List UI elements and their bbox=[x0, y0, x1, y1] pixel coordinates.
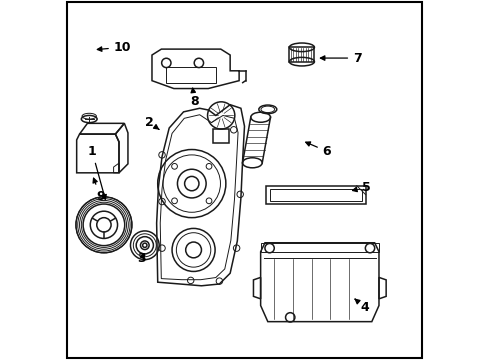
Text: 8: 8 bbox=[190, 88, 198, 108]
Bar bbox=[260, 243, 378, 252]
Text: 1: 1 bbox=[87, 145, 106, 199]
Bar bbox=[289, 47, 314, 62]
Text: 4: 4 bbox=[354, 299, 368, 314]
Text: 7: 7 bbox=[320, 51, 361, 64]
Text: 3: 3 bbox=[137, 252, 145, 265]
Text: 2: 2 bbox=[145, 116, 159, 129]
Bar bbox=[269, 189, 362, 201]
Text: 5: 5 bbox=[352, 181, 370, 194]
Bar bbox=[213, 129, 228, 143]
Text: 9: 9 bbox=[93, 178, 104, 203]
Text: 10: 10 bbox=[97, 41, 131, 54]
Text: 6: 6 bbox=[305, 142, 330, 158]
Bar bbox=[265, 186, 365, 204]
